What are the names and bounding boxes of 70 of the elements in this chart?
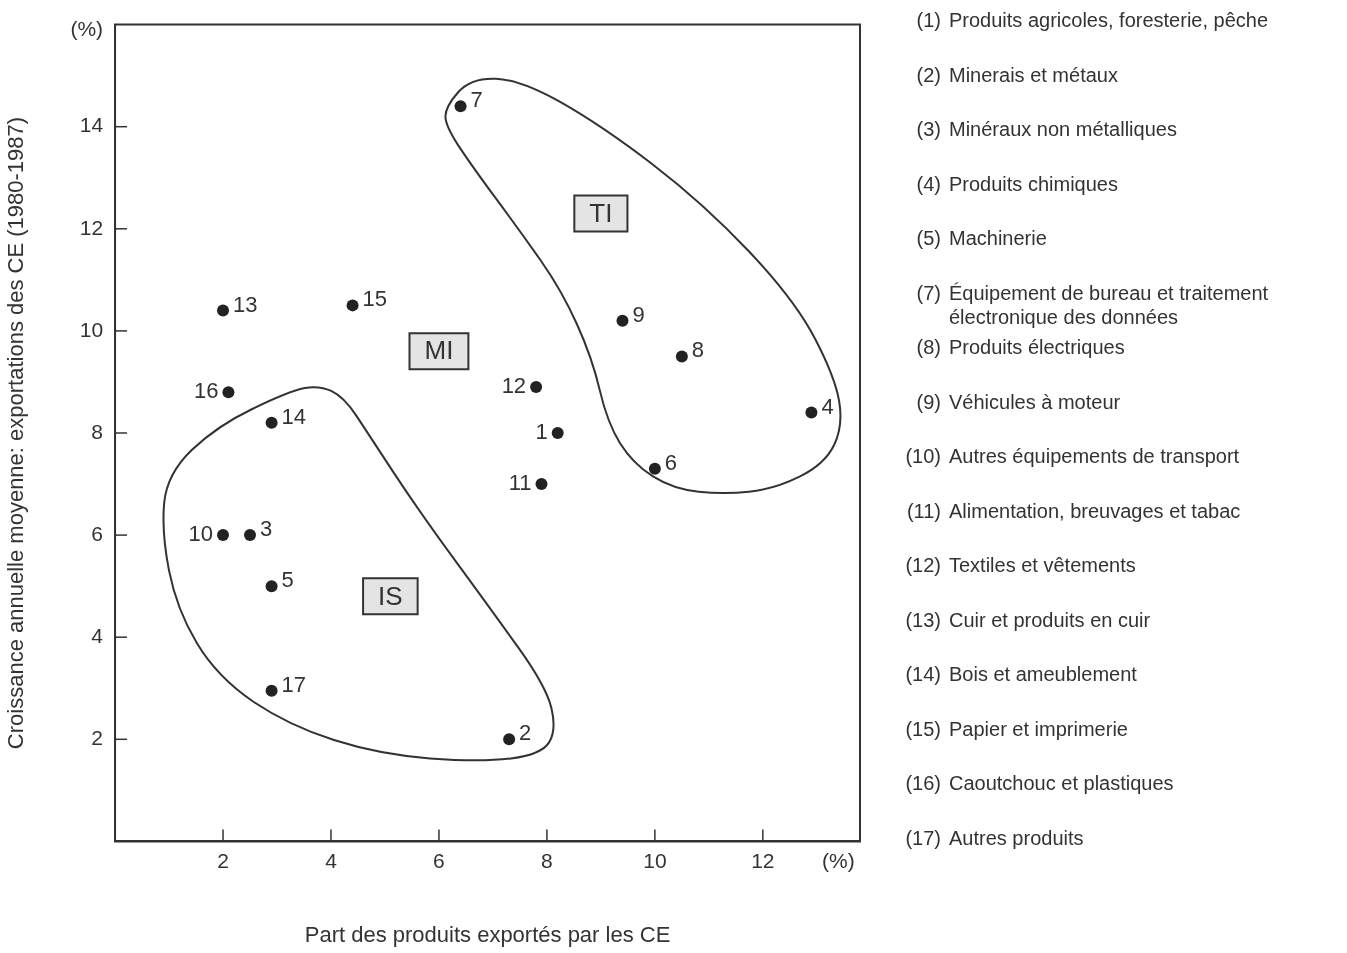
series-label: 7 [470, 87, 483, 113]
series-label: 6 [664, 449, 678, 475]
x-tick-label: 8 [541, 848, 553, 872]
point [503, 733, 516, 746]
text: (11) Alimentation, breuvages et tabac [905, 498, 1242, 524]
text: (15) Papier et imprimerie [904, 716, 1129, 742]
text: (13) Cuir et produits en cuir [904, 607, 1152, 633]
point [217, 304, 230, 317]
point [265, 416, 278, 429]
point [551, 427, 564, 439]
series-label: 4 [821, 393, 834, 419]
text: (8) Produits électriques [915, 335, 1126, 360]
text: (12) Textiles et vêtements [904, 553, 1137, 578]
x-axis-title: Part des produits exportés par les CE [304, 921, 671, 947]
y-axis-title: Croissance annuelle moyenne: exportations des CE (1980-1987) [3, 116, 29, 750]
y-tick-label: 6 [91, 521, 104, 545]
series-label: 17 [281, 671, 307, 697]
text: (16) Caoutchouc et plastiques [904, 771, 1175, 796]
text: (10) Autres équipements de transport [904, 444, 1241, 469]
x-tick-label: 10 [643, 848, 667, 872]
annotation: MI [424, 335, 454, 366]
point [616, 314, 629, 327]
point [217, 529, 230, 542]
text: (14) Bois et ameublement [904, 662, 1138, 687]
y-tick-label: 4 [91, 624, 104, 647]
series-label: 2 [519, 720, 532, 746]
text: (3) Minéraux non métalliques [915, 117, 1178, 142]
point [675, 350, 688, 363]
x-tick-label: 4 [325, 848, 338, 872]
y-tick-label: (%) [70, 16, 104, 40]
x-tick-label: (%) [822, 848, 855, 872]
point [535, 478, 548, 491]
text: (2) Minerais et métaux [915, 62, 1119, 88]
point [346, 299, 359, 312]
series-label: 1 [535, 419, 548, 445]
series-label: 5 [281, 567, 294, 593]
y-tick-label: 12 [79, 215, 104, 239]
x-tick-label: 2 [217, 848, 229, 872]
series-label: 14 [281, 403, 307, 429]
text: (5) Machinerie [915, 226, 1048, 251]
text: (17) Autres produits [904, 825, 1085, 851]
series-label: 16 [193, 378, 219, 404]
series-label: 15 [362, 286, 388, 312]
text: (4) Produits chimiques [915, 171, 1119, 197]
point [265, 684, 278, 697]
y-tick-label: 14 [79, 113, 104, 137]
point [454, 100, 467, 113]
text: (1) Produits agricoles, foresterie, pêche [915, 8, 1270, 33]
series-label: 10 [188, 521, 214, 547]
text: (9) Véhicules à moteur [915, 389, 1122, 415]
x-tick-label: 12 [751, 848, 775, 872]
point [805, 406, 818, 419]
annotation: IS [378, 580, 403, 611]
series-label: 11 [508, 470, 532, 496]
annotation: TI [589, 197, 613, 228]
point [222, 386, 235, 399]
y-tick-label: 10 [79, 317, 104, 341]
y-tick-label: 8 [91, 419, 104, 443]
y-tick-label: 2 [91, 726, 104, 750]
x-tick-label: 6 [433, 848, 445, 872]
text: (7) Équipement de bureau et traitement électronique des données [915, 280, 1270, 330]
series-label: 8 [691, 337, 705, 363]
series-label: 3 [260, 516, 273, 542]
point [244, 529, 257, 542]
point [265, 580, 278, 593]
series-label: 13 [233, 291, 258, 317]
series-label: 12 [501, 373, 527, 399]
series-label: 9 [632, 301, 645, 327]
point [648, 462, 661, 475]
point [530, 381, 543, 394]
